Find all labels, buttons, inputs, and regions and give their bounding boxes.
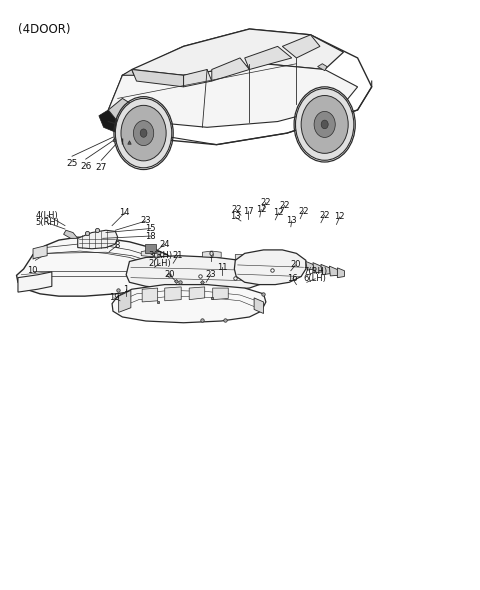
Text: 12: 12 [273, 208, 284, 217]
Text: 22: 22 [231, 205, 241, 214]
Polygon shape [183, 70, 212, 87]
Text: 7(RH): 7(RH) [303, 267, 327, 276]
Text: 22: 22 [319, 211, 330, 219]
Circle shape [140, 129, 147, 137]
Polygon shape [245, 47, 292, 70]
Text: 6(LH): 6(LH) [304, 274, 327, 283]
Circle shape [321, 120, 328, 129]
Text: (4DOOR): (4DOOR) [18, 23, 71, 36]
Text: 15: 15 [145, 224, 156, 233]
Polygon shape [63, 230, 78, 238]
Text: 18: 18 [145, 231, 156, 241]
Polygon shape [78, 230, 118, 249]
Polygon shape [313, 263, 323, 273]
Text: 14: 14 [120, 208, 130, 217]
Polygon shape [108, 64, 358, 127]
Polygon shape [306, 261, 314, 270]
Polygon shape [145, 244, 156, 253]
Polygon shape [282, 35, 320, 58]
Polygon shape [254, 298, 264, 313]
Text: 16: 16 [288, 274, 298, 283]
Text: 1: 1 [123, 285, 129, 294]
Polygon shape [119, 290, 131, 312]
Text: 12: 12 [256, 205, 266, 214]
Text: 13: 13 [230, 212, 240, 221]
Polygon shape [165, 287, 181, 301]
Text: 5(RH): 5(RH) [35, 218, 59, 227]
Polygon shape [318, 64, 327, 71]
Text: 11: 11 [217, 263, 228, 272]
Circle shape [121, 106, 166, 161]
Polygon shape [132, 29, 344, 76]
Polygon shape [132, 70, 183, 87]
Text: 17: 17 [243, 206, 254, 216]
Text: 9: 9 [208, 251, 214, 260]
Polygon shape [99, 99, 132, 133]
Polygon shape [213, 288, 228, 300]
Text: 22: 22 [279, 201, 290, 210]
Text: 23: 23 [141, 217, 151, 225]
Text: 10: 10 [27, 266, 37, 275]
Text: 27: 27 [96, 163, 107, 172]
Circle shape [314, 112, 335, 137]
Polygon shape [16, 237, 174, 296]
Polygon shape [126, 255, 271, 290]
Text: 20: 20 [290, 260, 301, 270]
Text: 13: 13 [287, 217, 297, 225]
Polygon shape [189, 287, 204, 300]
Text: 20: 20 [164, 270, 175, 279]
Text: 23: 23 [205, 270, 216, 279]
Circle shape [296, 88, 354, 160]
Text: 4(LH): 4(LH) [36, 211, 59, 219]
Polygon shape [112, 284, 266, 323]
Polygon shape [108, 99, 132, 122]
Polygon shape [329, 266, 338, 276]
Polygon shape [235, 254, 252, 261]
Circle shape [133, 120, 154, 146]
Polygon shape [203, 251, 221, 257]
Text: 26: 26 [80, 162, 91, 171]
Polygon shape [141, 250, 160, 257]
Polygon shape [33, 245, 47, 258]
Text: 3(RH): 3(RH) [148, 251, 172, 260]
Text: 24: 24 [159, 240, 170, 248]
Text: 8: 8 [114, 241, 120, 250]
Text: 25: 25 [66, 159, 78, 168]
Text: 2(LH): 2(LH) [149, 258, 171, 268]
Polygon shape [321, 264, 330, 275]
Polygon shape [18, 272, 52, 292]
Circle shape [301, 96, 348, 153]
Circle shape [115, 99, 172, 168]
Text: 21: 21 [173, 251, 183, 260]
Polygon shape [151, 257, 167, 269]
Polygon shape [212, 58, 250, 81]
Polygon shape [142, 288, 157, 302]
Text: 19: 19 [108, 293, 119, 303]
Polygon shape [337, 268, 345, 278]
Polygon shape [234, 250, 306, 284]
Polygon shape [108, 70, 136, 122]
Text: 12: 12 [335, 212, 345, 221]
Text: 22: 22 [261, 198, 271, 207]
Text: 22: 22 [298, 206, 309, 216]
